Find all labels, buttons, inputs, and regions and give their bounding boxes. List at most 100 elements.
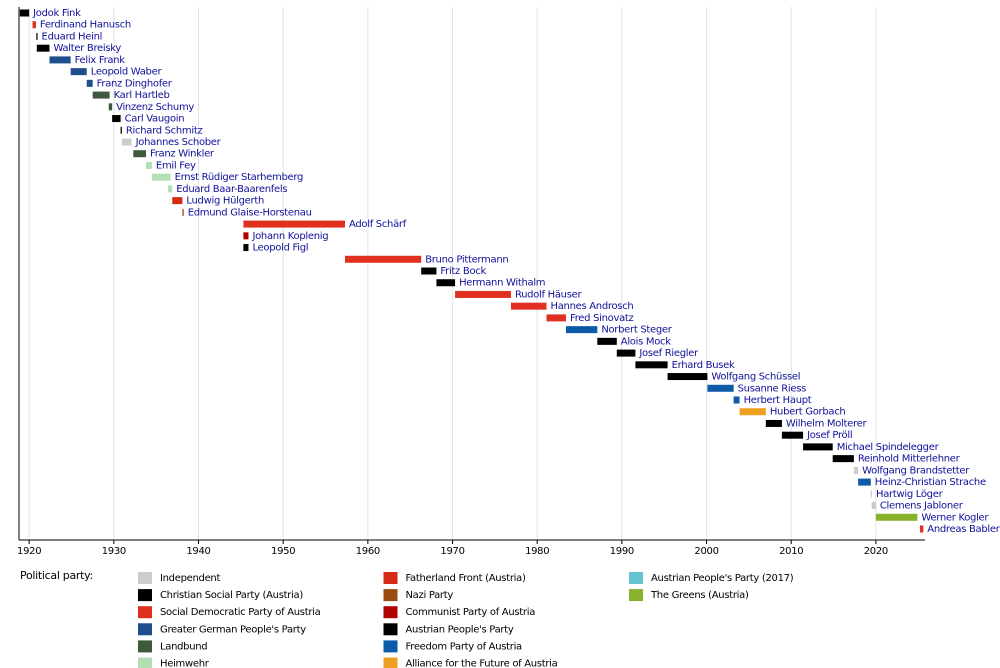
legend-swatch (383, 623, 398, 636)
tenure-bar (112, 115, 121, 123)
legend-label: Heimwehr (160, 659, 210, 668)
tenure-bar (832, 455, 854, 463)
legend-label: Christian Social Party (Austria) (160, 590, 303, 601)
tenure-bar (92, 91, 110, 99)
person-name: Franz Winkler (150, 149, 215, 160)
legend-label: Austrian People's Party (2017) (651, 573, 794, 584)
x-tick-label: 1930 (102, 546, 126, 557)
person-name: Wolfgang Brandstetter (862, 465, 970, 476)
person-name: Leopold Figl (252, 243, 308, 254)
person-name: Johann Koplenig (251, 231, 328, 242)
legend-swatch (138, 606, 152, 619)
tenure-bar (243, 220, 345, 228)
legend-label: Freedom Party of Austria (406, 641, 523, 652)
x-tick-label: 1960 (356, 546, 380, 557)
tenure-bar (32, 21, 36, 29)
tenure-bar (70, 68, 87, 76)
x-tick-label: 1920 (17, 546, 41, 557)
x-tick-label: 2020 (864, 546, 888, 557)
tenure-bar (121, 138, 132, 146)
person-name: Hartwig Löger (876, 489, 944, 500)
person-name: Herbert Haupt (744, 395, 812, 406)
person-name: Reinhold Mitterlehner (858, 454, 961, 465)
tenure-bar (565, 326, 598, 334)
person-name: Fritz Bock (440, 266, 486, 277)
person-name: Bruno Pittermann (425, 254, 508, 265)
tenure-bar (182, 208, 184, 216)
tenure-bar (436, 279, 456, 287)
legend-swatch (629, 572, 643, 584)
legend-swatch (383, 589, 398, 602)
legend-swatch (138, 623, 152, 636)
person-name: Susanne Riess (738, 383, 807, 394)
person-name: Richard Schmitz (126, 125, 203, 136)
tenure-bar (871, 502, 876, 510)
tenure-bar (875, 513, 918, 521)
legend-swatch (138, 640, 152, 653)
person-name: Michael Spindelegger (837, 442, 940, 453)
tenure-bar (455, 290, 511, 298)
legend-label: Alliance for the Future of Austria (406, 659, 558, 668)
tenure-bar (146, 161, 152, 169)
person-name: Andreas Babler (927, 524, 1000, 535)
person-name: Walter Breisky (53, 43, 121, 54)
person-name: Josef Pröll (806, 430, 852, 441)
tenure-bar (168, 185, 173, 193)
person-name: Eduard Heinl (42, 31, 103, 42)
tenure-bar (853, 466, 859, 474)
legend-label: Austrian People's Party (406, 624, 514, 635)
person-name: Rudolf Häuser (515, 289, 583, 300)
legend-label: Independent (160, 573, 220, 584)
legend-label: Landbund (160, 641, 207, 652)
tenure-bar (120, 126, 122, 134)
person-name: Ludwig Hülgerth (186, 196, 264, 207)
legend-swatch (138, 657, 152, 668)
x-tick-label: 1980 (525, 546, 549, 557)
legend-title: Political party: (20, 569, 93, 582)
person-name: Hubert Gorbach (770, 407, 846, 418)
tenure-bar (635, 361, 668, 369)
x-tick-label: 1990 (610, 546, 634, 557)
x-tick-label: 2000 (694, 546, 718, 557)
tenure-bar (870, 490, 873, 498)
tenure-bar (707, 384, 734, 392)
tenure-bar (172, 197, 183, 205)
legend-swatch (383, 606, 398, 619)
tenure-bar (858, 478, 871, 486)
tenure-bar (243, 232, 249, 240)
tenure-bar (133, 150, 147, 158)
x-tick-label: 1950 (271, 546, 295, 557)
tenure-bar (765, 419, 782, 427)
tenure-bar (49, 56, 71, 64)
tenure-bar (546, 314, 566, 322)
person-name: Fred Sinovatz (570, 313, 634, 324)
x-tick-label: 1970 (440, 546, 464, 557)
x-tick-label: 2010 (779, 546, 803, 557)
person-name: Felix Frank (75, 55, 126, 66)
legend-swatch (383, 657, 398, 668)
person-name: Edmund Glaise-Horstenau (188, 207, 312, 218)
person-name: Franz Dinghofer (97, 78, 173, 89)
legend-swatch (629, 589, 643, 602)
tenure-bar (510, 302, 547, 310)
tenure-bar (36, 44, 50, 52)
person-name: Clemens Jabloner (880, 501, 964, 512)
tenure-bar (151, 173, 171, 181)
legend-label: Nazi Party (406, 590, 454, 601)
tenure-bar (616, 349, 636, 357)
legend-label: Fatherland Front (Austria) (406, 573, 526, 584)
tenure-bar (597, 337, 617, 345)
person-name: Wilhelm Molterer (786, 418, 868, 429)
legend-label: Social Democratic Party of Austria (160, 607, 321, 618)
tenure-bar (733, 396, 740, 404)
tenure-bar (919, 525, 924, 533)
person-name: Vinzenz Schumy (116, 102, 194, 113)
person-name: Leopold Waber (91, 67, 163, 78)
tenure-bar (19, 9, 30, 17)
person-name: Hermann Withalm (459, 278, 545, 289)
person-name: Emil Fey (156, 160, 196, 171)
tenure-bar (243, 244, 249, 252)
person-name: Hannes Androsch (551, 301, 634, 312)
person-name: Werner Kogler (921, 512, 989, 523)
